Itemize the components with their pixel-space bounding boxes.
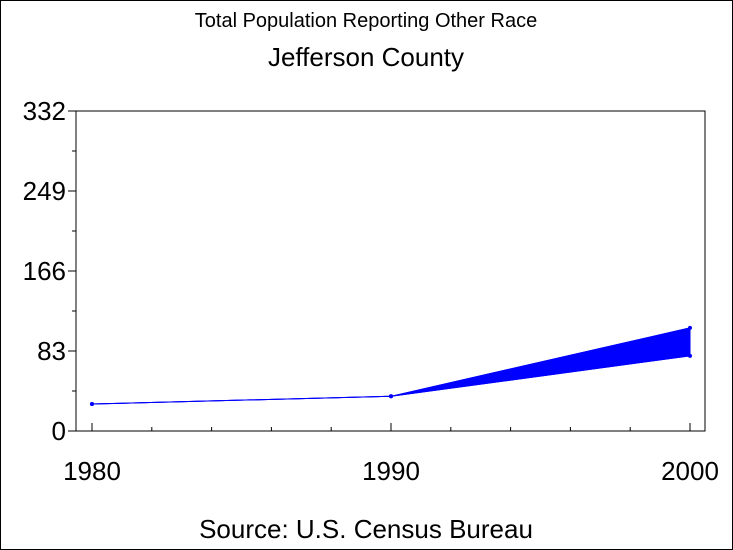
y-tick-label: 83 bbox=[37, 336, 66, 366]
x-tick-label: 1990 bbox=[362, 456, 420, 486]
y-tick-label: 332 bbox=[23, 96, 66, 126]
data-point bbox=[389, 394, 393, 399]
series-marks bbox=[90, 325, 692, 407]
x-axis: 1980 1990 2000 bbox=[63, 423, 719, 486]
range-band bbox=[91, 327, 691, 405]
x-tick-label: 2000 bbox=[661, 456, 719, 486]
source-note: Source: U.S. Census Bureau bbox=[199, 514, 533, 544]
y-axis: 0 83 166 249 332 bbox=[23, 96, 76, 446]
y-tick-label: 166 bbox=[23, 256, 66, 286]
chart-title: Total Population Reporting Other Race bbox=[195, 10, 537, 32]
chart-subtitle: Jefferson County bbox=[268, 42, 464, 72]
data-point bbox=[688, 353, 692, 358]
plot-area bbox=[75, 110, 706, 432]
y-tick-label: 249 bbox=[23, 176, 66, 206]
x-tick-label: 1980 bbox=[63, 456, 121, 486]
data-point bbox=[90, 402, 94, 407]
y-tick-label: 0 bbox=[52, 416, 66, 446]
data-point bbox=[688, 325, 692, 330]
